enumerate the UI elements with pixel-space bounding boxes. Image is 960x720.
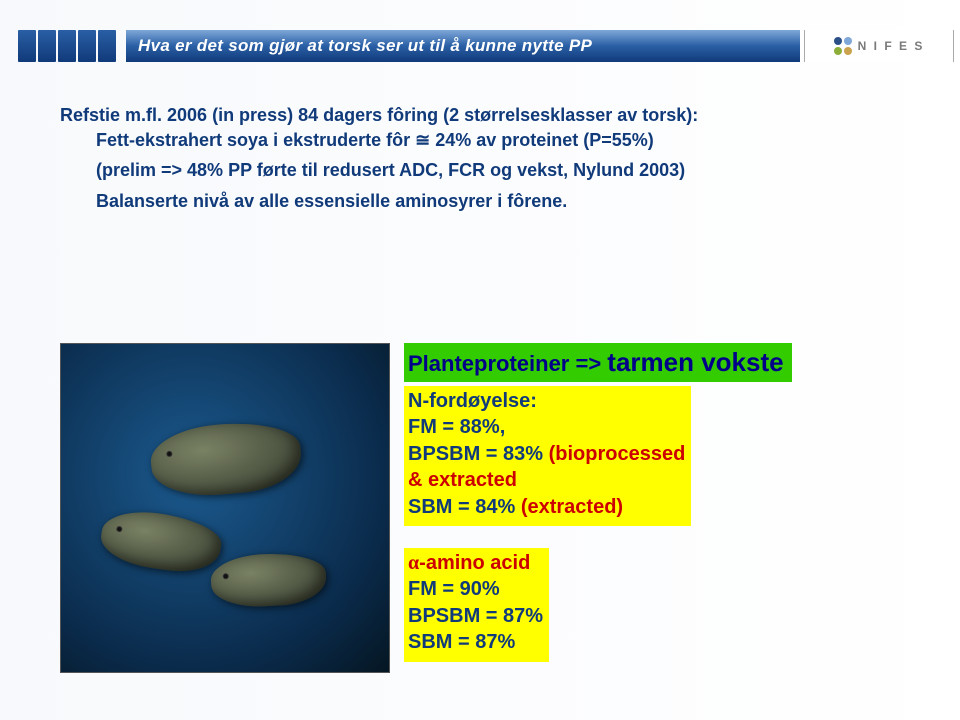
slide-header: Hva er det som gjør at torsk ser ut til … [0, 26, 960, 66]
y1-l2b: (bioprocessed [543, 443, 685, 465]
bullet-1a: Fett-ekstrahert soya i ekstruderte fôr [96, 130, 415, 150]
y1-l1: FM = 88%, [408, 414, 685, 440]
green-prefix: Planteproteiner => [408, 351, 607, 376]
title-band: Hva er det som gjør at torsk ser ut til … [126, 30, 800, 62]
fish-photo [60, 343, 390, 673]
logo-text: N I F E S [858, 39, 925, 53]
alpha-symbol: α [408, 552, 419, 574]
y2-l4: SBM = 87% [408, 629, 543, 655]
slide-title: Hva er det som gjør at torsk ser ut til … [138, 36, 592, 56]
y1-l4b: (extracted) [515, 496, 623, 518]
decor-bar [38, 30, 56, 62]
bullet-3: Balanserte nivå av alle essensielle amin… [96, 191, 567, 211]
yellow-box-2: α-amino acid FM = 90% BPSBM = 87% SBM = … [404, 548, 549, 662]
fish-shape [210, 551, 328, 609]
green-emph: tarmen vokste [607, 347, 783, 377]
nifes-logo: N I F E S [804, 30, 954, 62]
y2-l1: α-amino acid [408, 550, 543, 576]
bullet-line-3: Balanserte nivå av alle essensielle amin… [60, 189, 900, 213]
y1-l3: & extracted [408, 467, 685, 493]
y1-heading: N-fordøyelse: [408, 388, 685, 414]
bullet-1b: 24% av proteinet (P=55%) [430, 130, 654, 150]
y1-l2: BPSBM = 83% (bioprocessed [408, 441, 685, 467]
bullet-2: (prelim => 48% PP førte til redusert ADC… [96, 160, 685, 180]
yellow-box-1: N-fordøyelse: FM = 88%, BPSBM = 83% (bio… [404, 386, 691, 526]
fish-shape [98, 506, 224, 577]
y1-l4: SBM = 84% (extracted) [408, 494, 685, 520]
decor-bar [78, 30, 96, 62]
green-highlight: Planteproteiner => tarmen vokste [404, 343, 792, 382]
fish-shape [148, 418, 304, 501]
reference-line: Refstie m.fl. 2006 (in press) 84 dagers … [60, 105, 900, 126]
y2-l3: BPSBM = 87% [408, 603, 543, 629]
logo-dots-icon [834, 37, 852, 55]
decor-bar [98, 30, 116, 62]
y1-l4a: SBM = 84% [408, 496, 515, 518]
right-column: Planteproteiner => tarmen vokste N-fordø… [404, 343, 900, 662]
y2-l1a: -amino acid [419, 552, 530, 574]
decor-bar [18, 30, 36, 62]
header-decor-bars [18, 30, 116, 62]
decor-bar [58, 30, 76, 62]
bullet-line-1: Fett-ekstrahert soya i ekstruderte fôr ≅… [60, 128, 900, 152]
lower-area: Planteproteiner => tarmen vokste N-fordø… [60, 343, 900, 673]
content-area: Refstie m.fl. 2006 (in press) 84 dagers … [60, 105, 900, 219]
approx-symbol: ≅ [415, 130, 430, 150]
y1-l2a: BPSBM = 83% [408, 443, 543, 465]
bullet-line-2: (prelim => 48% PP førte til redusert ADC… [60, 158, 900, 182]
y2-l2: FM = 90% [408, 576, 543, 602]
